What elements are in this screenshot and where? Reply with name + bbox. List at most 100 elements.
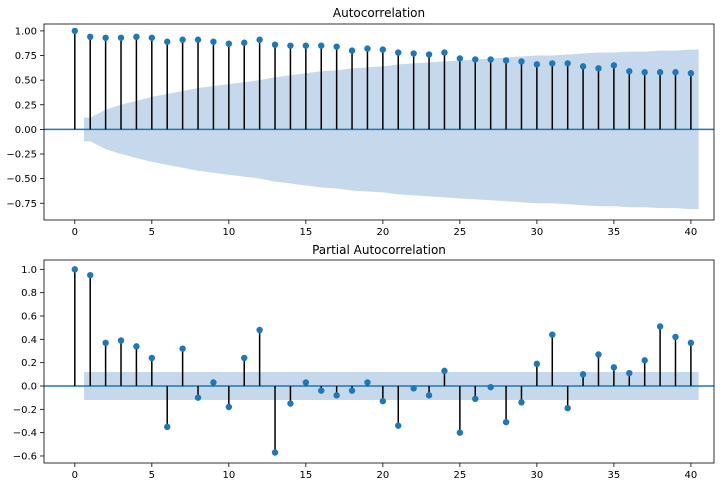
- pacf-stems: [74, 269, 692, 453]
- pacf-ytick-label-8: 1.0: [21, 265, 37, 276]
- acf-point-lag-38: [656, 69, 664, 76]
- pacf-xtick-label-25: 25: [453, 470, 466, 481]
- acf-ytick-label-3: 0.00: [15, 125, 37, 136]
- pacf-point-lag-5: [148, 354, 156, 362]
- acf-point-lag-28: [502, 57, 510, 64]
- acf-xtick-label-0: 0: [72, 227, 78, 238]
- acf-point-lag-8: [194, 36, 202, 43]
- acf-point-lag-27: [487, 56, 494, 63]
- pacf-ytick-label-0: −0.6: [13, 452, 37, 463]
- pacf-point-lag-24: [441, 367, 448, 375]
- pacf-point-lag-31: [549, 331, 556, 338]
- acf-point-lag-19: [364, 45, 371, 52]
- pacf-point-lag-7: [179, 345, 186, 352]
- acf-point-lag-40: [687, 70, 695, 77]
- acf-ytick-label-1: −0.50: [6, 174, 37, 185]
- acf-point-lag-11: [241, 39, 248, 46]
- pacf-xtick-label-15: 15: [299, 470, 312, 481]
- acf-markers: [71, 27, 695, 77]
- pacf-xtick-label-30: 30: [531, 470, 544, 481]
- acf-point-lag-18: [348, 47, 356, 54]
- pacf-point-lag-39: [672, 333, 679, 341]
- acf-panel: Autocorrelation 0 5 10 15 20 25 30 35 40 −0.75−0…: [6, 6, 715, 238]
- pacf-title: Partial Autocorrelation: [312, 243, 446, 257]
- acf-point-lag-12: [256, 36, 263, 43]
- pacf-point-lag-15: [302, 379, 310, 386]
- acf-point-lag-15: [302, 42, 310, 49]
- pacf-point-lag-29: [518, 399, 525, 406]
- acf-y-ticks: −0.75 −0.50 −0.25 0.00 0.25 0.50 0.75 1.00: [6, 26, 44, 210]
- acf-title: Autocorrelation: [333, 6, 425, 20]
- acf-point-lag-22: [410, 50, 417, 57]
- pacf-point-lag-26: [472, 395, 479, 403]
- pacf-point-lag-13: [271, 449, 279, 456]
- pacf-markers: [71, 266, 695, 456]
- pacf-point-lag-10: [225, 403, 233, 411]
- acf-ytick-label-4: 0.25: [15, 100, 37, 111]
- pacf-axes-frame: [43, 259, 715, 464]
- acf-point-lag-4: [133, 33, 140, 41]
- acf-point-lag-0: [71, 27, 79, 35]
- pacf-xtick-label-35: 35: [608, 470, 621, 481]
- acf-xtick-label-15: 15: [299, 227, 312, 238]
- pacf-x-ticks: 0 5 10 15 20 25 30 35 40: [72, 463, 698, 481]
- acf-point-lag-10: [225, 40, 233, 47]
- acf-xtick-label-35: 35: [608, 227, 621, 238]
- pacf-point-lag-40: [687, 339, 695, 347]
- acf-point-lag-6: [164, 38, 171, 45]
- pacf-point-lag-33: [579, 371, 587, 378]
- acf-point-lag-9: [210, 38, 217, 45]
- pacf-xtick-label-20: 20: [376, 470, 389, 481]
- pacf-ytick-label-4: 0.2: [21, 358, 37, 369]
- acf-point-lag-37: [641, 69, 648, 76]
- acf-point-lag-23: [425, 51, 433, 58]
- pacf-point-lag-25: [456, 429, 464, 436]
- pacf-point-lag-6: [164, 423, 171, 431]
- acf-point-lag-29: [518, 58, 525, 65]
- pacf-point-lag-19: [364, 379, 371, 386]
- acf-xtick-label-40: 40: [685, 227, 698, 238]
- pacf-xtick-label-5: 5: [149, 470, 155, 481]
- pacf-point-lag-34: [595, 351, 602, 358]
- pacf-point-lag-30: [533, 360, 541, 368]
- acf-point-lag-33: [579, 63, 587, 70]
- pacf-point-lag-21: [395, 422, 402, 429]
- acf-ytick-label-7: 1.00: [15, 26, 37, 37]
- pacf-xtick-label-40: 40: [685, 470, 698, 481]
- acf-axes-frame: [43, 23, 715, 221]
- pacf-xtick-label-10: 10: [222, 470, 235, 481]
- acf-x-ticks: 0 5 10 15 20 25 30 35 40: [72, 220, 698, 238]
- pacf-point-lag-4: [133, 343, 140, 350]
- pacf-point-lag-9: [210, 379, 217, 386]
- pacf-point-lag-20: [379, 397, 387, 405]
- pacf-point-lag-38: [656, 323, 664, 330]
- acf-xtick-label-10: 10: [222, 227, 235, 238]
- acf-point-lag-3: [117, 34, 125, 41]
- pacf-ytick-label-5: 0.4: [21, 335, 37, 346]
- acf-point-lag-5: [148, 34, 156, 41]
- pacf-point-lag-28: [502, 418, 510, 426]
- pacf-point-lag-0: [71, 266, 79, 273]
- acf-stems: [74, 30, 692, 130]
- acf-point-lag-21: [395, 49, 402, 56]
- pacf-panel: Partial Autocorrelation 0 5 10 15 20 25 30 35 40…: [13, 243, 715, 481]
- acf-point-lag-17: [333, 43, 340, 50]
- acf-point-lag-39: [672, 69, 679, 76]
- pacf-point-lag-16: [318, 387, 325, 394]
- pacf-point-lag-22: [410, 385, 417, 392]
- acf-xtick-label-20: 20: [376, 227, 389, 238]
- acf-point-lag-24: [441, 49, 448, 56]
- pacf-xtick-label-0: 0: [72, 470, 78, 481]
- acf-point-lag-30: [533, 61, 541, 68]
- acf-xtick-label-30: 30: [531, 227, 544, 238]
- acf-point-lag-31: [549, 60, 556, 67]
- pacf-point-lag-32: [564, 404, 571, 412]
- acf-point-lag-14: [287, 42, 294, 49]
- pacf-ytick-label-3: 0.0: [21, 382, 37, 393]
- pacf-point-lag-3: [117, 337, 125, 344]
- pacf-point-lag-11: [241, 354, 248, 362]
- pacf-point-lag-35: [610, 364, 618, 371]
- pacf-point-lag-8: [194, 394, 202, 401]
- pacf-point-lag-17: [333, 392, 340, 399]
- acf-point-lag-2: [102, 34, 109, 41]
